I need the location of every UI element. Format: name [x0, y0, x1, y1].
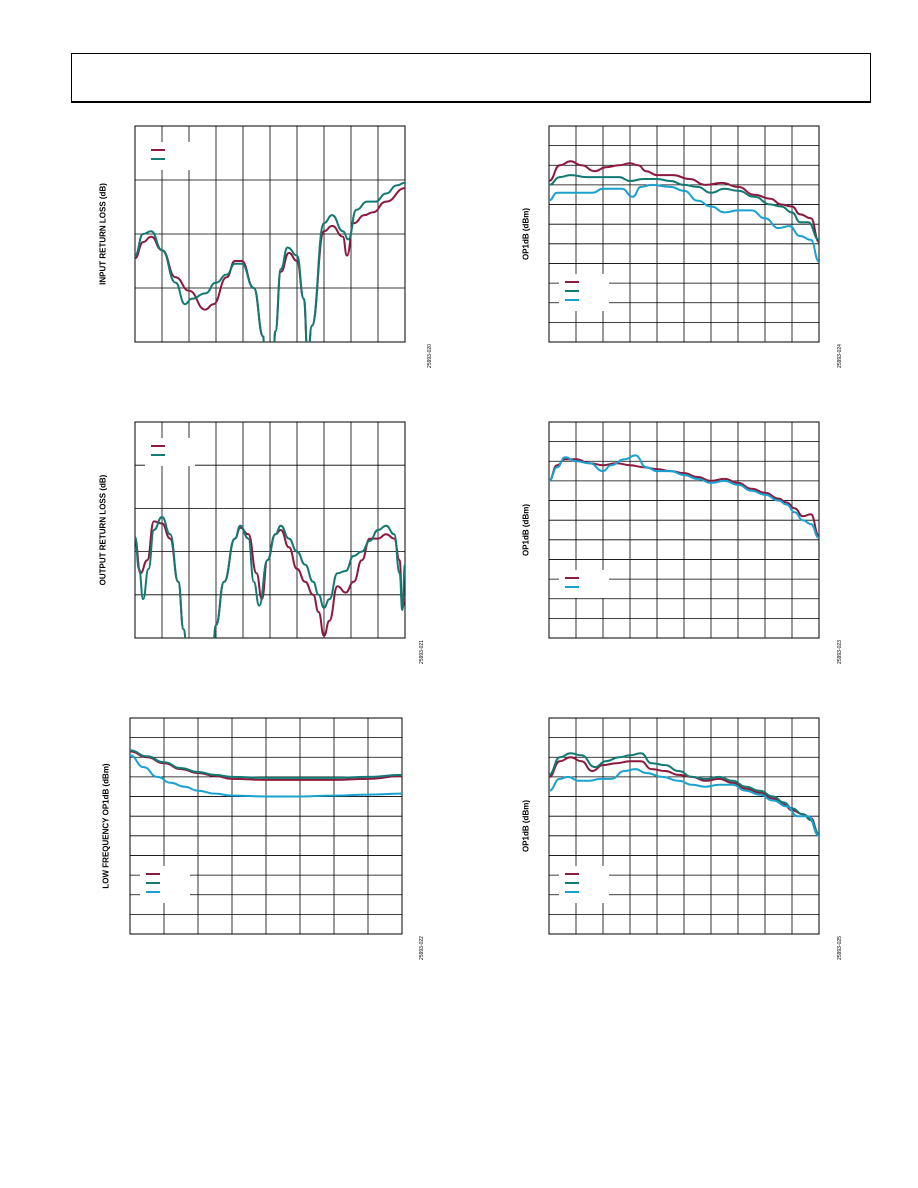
- plot-frame: [134, 125, 406, 343]
- chart-5: [129, 717, 403, 935]
- figure-id: 25993-021: [419, 640, 425, 664]
- legend-bg: [559, 570, 609, 598]
- chart-6: [548, 717, 820, 935]
- figure-id: 25993-024: [837, 344, 843, 368]
- series-line-maroon: [549, 160, 819, 243]
- series-line-teal: [549, 752, 819, 835]
- y-axis-label: OP1dB (dBm): [521, 800, 531, 852]
- y-axis-label: OP1dB (dBm): [521, 504, 531, 556]
- chart-legend: [140, 866, 190, 903]
- plot-frame: [134, 421, 406, 639]
- y-axis-label: OP1dB (dBm): [521, 208, 531, 260]
- series-line-maroon: [549, 756, 819, 837]
- legend-bg: [145, 142, 195, 170]
- series-line-cyan: [549, 768, 819, 837]
- plot-frame: [129, 717, 403, 935]
- y-axis-label: INPUT RETURN LOSS (dB): [98, 183, 108, 285]
- chart-1: [134, 125, 406, 343]
- legend-bg: [559, 274, 609, 311]
- chart-legend: [559, 866, 609, 903]
- chart-grid: [549, 126, 819, 342]
- chart-legend: [559, 570, 609, 598]
- figure-id: 25993-023: [837, 640, 843, 664]
- page-header-box: [71, 53, 871, 103]
- chart-legend: [145, 142, 195, 170]
- chart-3: [134, 421, 406, 639]
- series-line-cyan: [549, 454, 819, 539]
- series-line-cyan: [130, 754, 402, 798]
- figure-id: 25993-020: [427, 344, 433, 368]
- figure-id: 25993-025: [837, 936, 843, 960]
- legend-bg: [559, 866, 609, 903]
- plot-frame: [548, 421, 820, 639]
- legend-bg: [145, 438, 195, 466]
- chart-grid: [549, 422, 819, 638]
- series-line-cyan: [549, 183, 819, 263]
- figure-id: 25993-022: [419, 936, 425, 960]
- chart-4: [548, 421, 820, 639]
- series-line-teal: [549, 174, 819, 241]
- series-line-teal: [135, 181, 405, 342]
- series-line-teal: [130, 749, 402, 779]
- chart-legend: [145, 438, 195, 466]
- plot-frame: [548, 125, 820, 343]
- chart-legend: [559, 274, 609, 311]
- legend-bg: [140, 866, 190, 903]
- y-axis-label: OUTPUT RETURN LOSS (dB): [98, 474, 108, 586]
- plot-frame: [548, 717, 820, 935]
- chart-2: [548, 125, 820, 343]
- series-line-teal: [135, 516, 405, 638]
- y-axis-label: LOW FREQUENCY OP1dB (dBm): [101, 763, 111, 889]
